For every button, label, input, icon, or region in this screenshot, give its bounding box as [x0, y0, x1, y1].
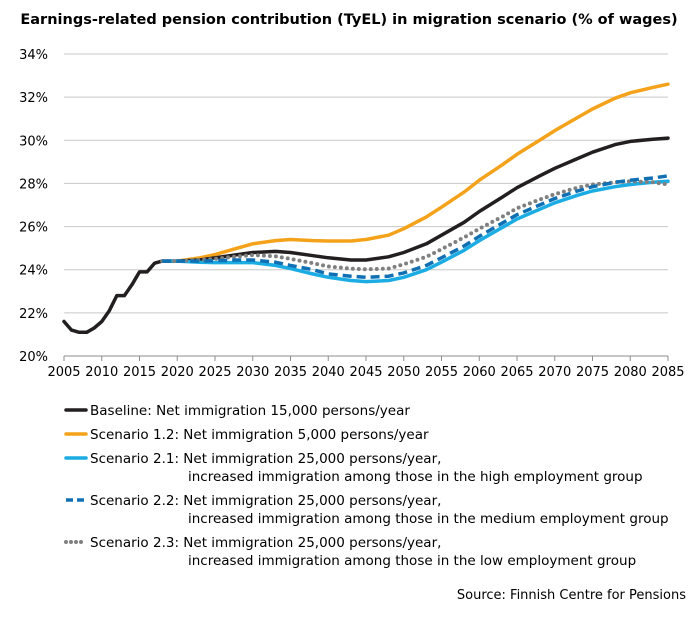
x-tick-label: 2035 — [274, 365, 307, 380]
x-tick-label: 2040 — [312, 365, 345, 380]
x-tick-label: 2070 — [538, 365, 571, 380]
x-tick-label: 2050 — [387, 365, 420, 380]
y-tick-label: 20% — [19, 350, 48, 365]
series-line-2 — [160, 82, 670, 263]
x-tick-label: 2010 — [85, 365, 118, 380]
legend: Baseline: Net immigration 15,000 persons… — [64, 403, 669, 569]
x-tick-label: 2025 — [198, 365, 231, 380]
series-line-3 — [160, 179, 670, 284]
legend-label-line2: increased immigration among those in the… — [188, 469, 643, 485]
legend-label: Scenario 1.2: Net immigration 5,000 pers… — [90, 427, 429, 443]
legend-label-line2: increased immigration among those in the… — [188, 553, 636, 569]
legend-label: Baseline: Net immigration 15,000 persons… — [90, 403, 410, 419]
x-tick-label: 2055 — [425, 365, 458, 380]
x-tick-label: 2030 — [236, 365, 269, 380]
y-tick-label: 32% — [19, 91, 48, 106]
x-tick-label: 2075 — [576, 365, 609, 380]
y-tick-label: 30% — [19, 134, 48, 149]
x-axis: 2005 2010 2015 2020 2025 2030 2035 2040 2045 2050… — [47, 355, 685, 380]
source-note: Source: Finnish Centre for Pensions — [457, 588, 686, 603]
y-tick-label: 22% — [19, 307, 48, 322]
chart-title: Earnings-related pension contribution (T… — [20, 12, 677, 28]
series-line-5 — [160, 179, 670, 272]
y-tick-label: 28% — [19, 177, 48, 192]
legend-label: Scenario 2.2: Net immigration 25,000 per… — [90, 493, 441, 509]
x-tick-label: 2080 — [614, 365, 647, 380]
x-tick-label: 2005 — [47, 365, 80, 380]
gridlines — [64, 53, 668, 357]
x-tick-label: 2085 — [651, 365, 684, 380]
series-layer — [62, 82, 670, 335]
series-line-1 — [62, 136, 670, 335]
x-tick-label: 2020 — [161, 365, 194, 380]
x-tick-label: 2060 — [463, 365, 496, 380]
y-axis: 20% 22% 24% 26% 28% 30% 32% 34% — [19, 48, 48, 365]
x-tick-label: 2045 — [349, 365, 382, 380]
legend-label: Scenario 2.1: Net immigration 25,000 per… — [90, 451, 441, 467]
legend-label: Scenario 2.3: Net immigration 25,000 per… — [90, 535, 441, 551]
y-tick-label: 24% — [19, 264, 48, 279]
series-line-4 — [162, 174, 669, 280]
x-tick-label: 2015 — [123, 365, 156, 380]
y-tick-label: 26% — [19, 221, 48, 236]
legend-label-line2: increased immigration among those in the… — [188, 511, 669, 527]
y-tick-label: 34% — [19, 48, 48, 63]
x-tick-label: 2065 — [500, 365, 533, 380]
